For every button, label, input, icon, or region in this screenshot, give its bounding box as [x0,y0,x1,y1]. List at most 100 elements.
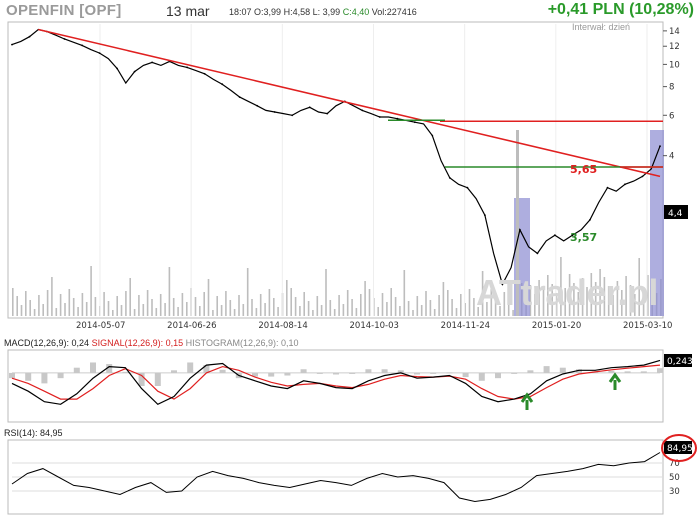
volume-bar [564,288,566,316]
volume-bar [38,295,40,316]
volume-bar [199,306,201,316]
macd-histogram-bar [657,368,663,373]
volume-bar [151,299,153,316]
volume-bar [290,288,292,316]
volume-bar [220,305,223,316]
watermark: ATtrader.pl [476,272,658,313]
volume-bar [464,303,466,316]
volume-bar [516,130,519,316]
volume-bar [560,257,562,316]
price-point [624,183,626,186]
macd-histogram-bar [122,371,129,373]
volume-bar [503,292,506,316]
volume-bar [46,290,49,316]
volume-bar [529,285,532,316]
price-point [519,228,521,231]
volume-bar [316,296,319,316]
volume-bar [360,294,362,316]
volume-value: Vol:227416 [371,7,417,17]
x-tick-label: 2014-10-03 [350,321,399,331]
x-tick-label: 2015-01-20 [532,321,581,331]
volume-bar [407,301,410,316]
macd-histogram-bar [333,372,339,375]
volume-bar [507,301,510,316]
volume-bar [133,309,136,316]
volume-bar [425,291,427,316]
macd-panel-frame [7,349,664,423]
volume-bar [581,278,584,316]
volume-bar [68,289,71,316]
volume-bar [499,306,501,316]
volume-bar [416,296,419,316]
volume-bar [394,297,397,316]
volume-bar [186,302,188,316]
rsi-last-label: 84,95 [667,444,693,454]
volume-bar [312,310,314,316]
macd-last-label: 0,243 [667,357,693,367]
volume-bar [603,277,606,316]
macd-up-arrow-2 [608,372,622,390]
volume-bar [594,282,597,316]
macd-histogram-bar [365,369,372,373]
macd-histogram-bar [25,372,32,381]
volume-highlight [650,130,664,316]
macd-histogram-bar [446,372,453,374]
volume-bar [20,305,23,316]
price-point [554,234,556,237]
price-point [589,219,591,221]
price-point [256,104,259,107]
volume-bar [325,269,327,316]
macd-histogram-bar [381,369,388,373]
volume-bar [203,292,205,316]
volume-bar [586,287,588,316]
rsi-highlight-circle [661,434,697,462]
macd-histogram-bar [397,370,404,373]
volume-bar [29,300,31,316]
x-tick-label: 2015-03-10 [623,321,672,331]
volume-bar [351,299,353,316]
price-point [571,234,574,237]
macd-histogram-bar [608,370,615,373]
close-value: C:4,40 [342,7,370,17]
volume-bar [368,289,371,316]
x-tick-label: 2014-06-26 [167,321,216,331]
volume-bar [120,305,123,316]
volume-bar [273,298,275,316]
volume-bar [390,288,392,316]
price-point [378,116,381,118]
macd-histogram-bar [414,372,420,375]
volume-bar [116,296,118,316]
y-tick-label: 14 [669,27,680,37]
price-point [536,252,539,255]
price-annotation-lower: 3,57 [570,231,597,244]
price-point [308,106,311,109]
macd-histogram-bar [252,372,258,377]
volume-bar [634,294,636,316]
price-point [116,67,118,70]
volume-bar [403,270,406,316]
volume-bar [381,293,384,316]
volume-bar [477,307,479,316]
macd-histogram-bar [154,372,161,386]
volume-bar [72,298,75,316]
rsi-tick-label: 30 [669,487,680,497]
volume-bar [342,304,345,316]
volume-bar [494,297,497,316]
volume-bar [481,271,484,316]
volume-bar [77,307,79,316]
volume-bar [442,282,445,316]
x-tick-label: 2014-05-07 [76,321,125,331]
volume-bar [512,310,514,316]
macd-histogram-bar [495,372,501,379]
price-point [361,109,364,112]
macd-histogram-bar [462,372,469,378]
macd-histogram-bar [624,371,631,373]
volume-bar [377,307,379,316]
volume-bar [159,294,162,316]
volume-bar [303,292,305,316]
volume-bar [299,306,301,316]
volume-bar [103,292,105,316]
volume-bar [16,296,18,316]
macd-histogram-bar [138,372,145,386]
volume-bar [329,300,332,316]
